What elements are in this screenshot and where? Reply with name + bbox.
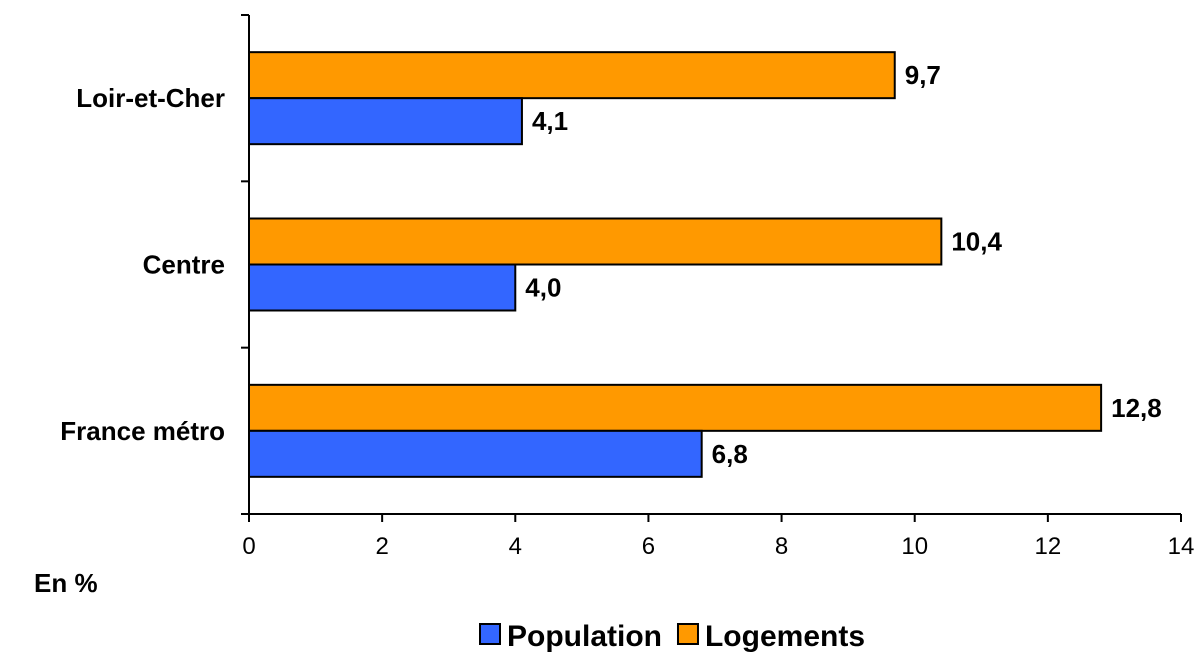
x-tick-label: 6 [642, 533, 655, 560]
unit-label: En % [34, 568, 98, 598]
legend-label-logements: Logements [705, 620, 865, 653]
ticks-group: 0 2 4 6 8 10 12 14 [241, 14, 1195, 560]
data-label: 6,8 [712, 439, 748, 469]
legend-swatch-logements [676, 623, 699, 645]
x-tick-label: 10 [901, 533, 928, 560]
bars-group [248, 51, 1103, 478]
x-tick-label: 4 [509, 533, 522, 560]
x-tick-label: 0 [242, 533, 255, 560]
x-tick-label: 12 [1035, 533, 1062, 560]
x-tick-label: 14 [1168, 533, 1195, 560]
bar-logements [248, 51, 896, 100]
data-label: 4,1 [532, 106, 568, 136]
bar-logements [248, 383, 1103, 432]
legend-label-population: Population [507, 620, 662, 653]
data-label: 4,0 [525, 273, 561, 303]
bar-logements [248, 217, 943, 266]
data-label: 9,7 [905, 60, 941, 90]
bar-population [248, 263, 517, 312]
labels-group: 9,7 4,1 Loir-et-Cher 10,4 4,0 Centre 12,8 6,8 Fr… [60, 60, 1161, 469]
x-tick-label: 2 [375, 533, 388, 560]
data-label: 10,4 [951, 227, 1002, 257]
legend: Population Logements [479, 620, 865, 653]
data-label: 12,8 [1111, 393, 1162, 423]
category-label: Loir-et-Cher [76, 83, 225, 113]
category-label: France métro [60, 416, 225, 446]
category-label: Centre [143, 250, 225, 280]
x-tick-label: 8 [775, 533, 788, 560]
bar-population [248, 429, 703, 478]
legend-swatch-population [479, 623, 501, 645]
bar-population [248, 97, 523, 146]
